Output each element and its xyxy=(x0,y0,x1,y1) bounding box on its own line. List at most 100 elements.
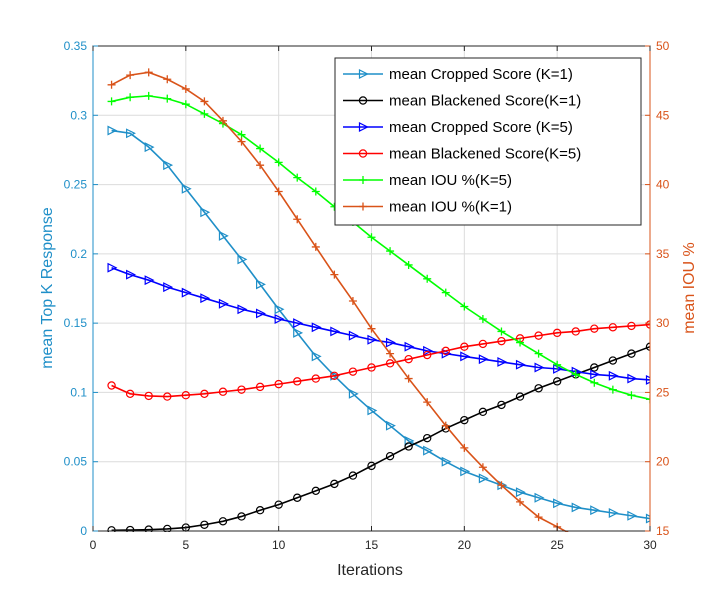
data-point xyxy=(348,471,358,480)
data-point xyxy=(218,387,228,396)
y-axis-right-label: mean IOU % xyxy=(681,242,698,334)
data-point xyxy=(256,144,265,153)
x-tick-label: 15 xyxy=(365,538,379,552)
y-left-tick-label: 0.15 xyxy=(64,316,88,330)
data-point xyxy=(367,461,376,471)
data-point xyxy=(571,327,580,336)
data-point xyxy=(330,371,339,380)
series-line xyxy=(111,345,650,532)
data-point xyxy=(181,287,192,298)
data-point xyxy=(534,362,545,373)
y-left-tick-label: 0 xyxy=(80,524,87,538)
data-point xyxy=(645,374,650,385)
y-right-tick-label: 40 xyxy=(656,178,670,192)
data-point xyxy=(359,202,367,211)
x-tick-label: 5 xyxy=(182,538,189,552)
data-point xyxy=(348,296,357,305)
right-y-axis: 15 20 25 30 35 40 45 50 xyxy=(645,39,670,538)
data-point xyxy=(441,288,450,297)
data-point xyxy=(256,308,266,319)
data-point xyxy=(293,493,302,502)
data-point xyxy=(460,415,469,425)
data-point xyxy=(367,233,376,242)
data-point xyxy=(293,173,302,182)
data-point xyxy=(515,487,526,498)
data-point xyxy=(478,473,489,484)
data-point xyxy=(330,479,339,489)
data-point xyxy=(552,328,562,338)
data-point xyxy=(163,94,172,103)
data-point xyxy=(646,395,650,404)
data-point xyxy=(534,384,543,393)
data-point xyxy=(478,314,487,323)
data-point xyxy=(163,282,174,293)
data-point xyxy=(571,370,580,379)
data-point xyxy=(608,356,618,365)
legend-label: mean Cropped Score (K=5) xyxy=(389,119,573,136)
data-point xyxy=(256,279,266,290)
data-point xyxy=(274,500,283,509)
data-point xyxy=(385,420,396,431)
data-point xyxy=(590,505,601,516)
data-point xyxy=(311,486,320,496)
data-point xyxy=(423,350,432,360)
data-point xyxy=(385,451,395,461)
data-point xyxy=(237,512,246,521)
data-point xyxy=(441,421,450,430)
data-point xyxy=(200,520,209,529)
data-point xyxy=(293,215,302,224)
data-point xyxy=(348,388,359,399)
data-point xyxy=(497,336,506,346)
data-point xyxy=(460,302,469,311)
data-point xyxy=(311,351,322,362)
data-point xyxy=(200,97,209,106)
data-point xyxy=(200,389,209,399)
left-y-axis: 0 0.05 0.1 0.15 0.2 0.25 0.3 0.35 xyxy=(64,39,98,538)
data-point xyxy=(552,377,562,386)
legend-item: mean Blackened Score(K=1) xyxy=(343,93,581,110)
data-point xyxy=(497,327,506,336)
data-point xyxy=(358,96,368,105)
data-point xyxy=(218,230,229,241)
data-point xyxy=(330,270,339,279)
y-left-tick-label: 0.25 xyxy=(64,178,88,192)
data-point xyxy=(163,75,172,84)
data-point xyxy=(608,323,618,332)
data-point xyxy=(553,498,564,509)
data-point xyxy=(311,187,320,196)
y-right-tick-label: 15 xyxy=(656,524,670,538)
data-point xyxy=(497,356,508,367)
data-point xyxy=(627,373,638,384)
y-right-tick-label: 35 xyxy=(656,247,670,261)
data-point xyxy=(107,381,116,390)
legend-item: mean Cropped Score (K=5) xyxy=(343,119,573,136)
series-lines xyxy=(107,68,654,563)
y-left-tick-label: 0.05 xyxy=(64,455,88,469)
y-left-tick-label: 0.2 xyxy=(70,247,87,261)
data-point xyxy=(460,466,471,477)
data-point xyxy=(126,128,136,139)
data-point xyxy=(367,334,378,345)
data-point xyxy=(367,405,378,416)
data-point xyxy=(627,551,635,559)
y-right-tick-label: 45 xyxy=(656,108,670,122)
data-point xyxy=(534,349,543,358)
data-point xyxy=(181,183,192,194)
y-right-tick-label: 30 xyxy=(656,316,670,330)
data-point xyxy=(311,374,320,383)
data-point xyxy=(553,360,562,369)
data-point xyxy=(330,326,341,337)
data-point xyxy=(609,545,617,553)
data-point xyxy=(646,555,654,563)
data-point xyxy=(237,130,246,139)
data-point xyxy=(590,324,599,333)
x-tick-label: 30 xyxy=(643,538,657,552)
data-point xyxy=(423,345,434,356)
data-point xyxy=(237,385,246,394)
data-point xyxy=(255,506,265,515)
data-point xyxy=(645,320,650,329)
data-point xyxy=(144,275,155,286)
data-point xyxy=(516,497,525,506)
data-point xyxy=(126,71,135,80)
